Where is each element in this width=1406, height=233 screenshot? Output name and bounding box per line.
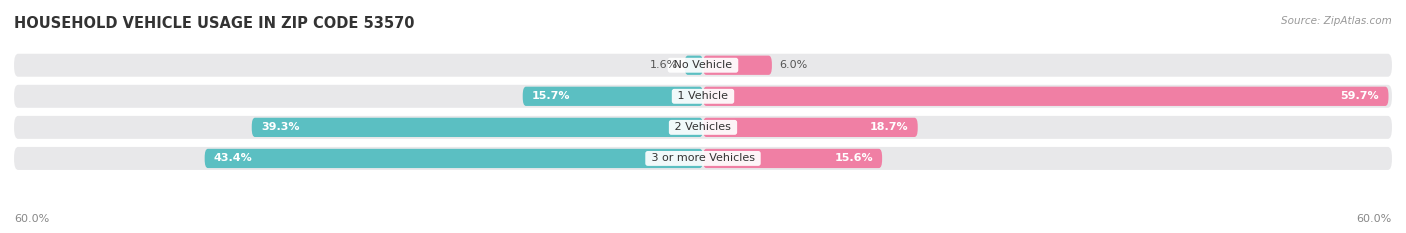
FancyBboxPatch shape <box>14 54 1392 77</box>
Text: Source: ZipAtlas.com: Source: ZipAtlas.com <box>1281 16 1392 26</box>
FancyBboxPatch shape <box>14 116 1392 139</box>
Text: 2 Vehicles: 2 Vehicles <box>671 122 735 132</box>
Text: 15.6%: 15.6% <box>834 154 873 163</box>
Text: No Vehicle: No Vehicle <box>671 60 735 70</box>
FancyBboxPatch shape <box>703 118 918 137</box>
Text: 3 or more Vehicles: 3 or more Vehicles <box>648 154 758 163</box>
Text: 18.7%: 18.7% <box>870 122 908 132</box>
FancyBboxPatch shape <box>14 85 1392 108</box>
FancyBboxPatch shape <box>703 87 1389 106</box>
Legend: Owner-occupied, Renter-occupied: Owner-occupied, Renter-occupied <box>588 230 818 233</box>
FancyBboxPatch shape <box>703 149 882 168</box>
Text: 43.4%: 43.4% <box>214 154 253 163</box>
Text: 6.0%: 6.0% <box>779 60 807 70</box>
Text: 60.0%: 60.0% <box>1357 214 1392 224</box>
Text: 59.7%: 59.7% <box>1341 91 1379 101</box>
FancyBboxPatch shape <box>523 87 703 106</box>
FancyBboxPatch shape <box>685 56 703 75</box>
FancyBboxPatch shape <box>252 118 703 137</box>
Text: 39.3%: 39.3% <box>262 122 299 132</box>
FancyBboxPatch shape <box>14 147 1392 170</box>
Text: 60.0%: 60.0% <box>14 214 49 224</box>
Text: 15.7%: 15.7% <box>531 91 571 101</box>
FancyBboxPatch shape <box>703 56 772 75</box>
FancyBboxPatch shape <box>205 149 703 168</box>
Text: 1 Vehicle: 1 Vehicle <box>675 91 731 101</box>
Text: HOUSEHOLD VEHICLE USAGE IN ZIP CODE 53570: HOUSEHOLD VEHICLE USAGE IN ZIP CODE 5357… <box>14 16 415 31</box>
Text: 1.6%: 1.6% <box>650 60 678 70</box>
